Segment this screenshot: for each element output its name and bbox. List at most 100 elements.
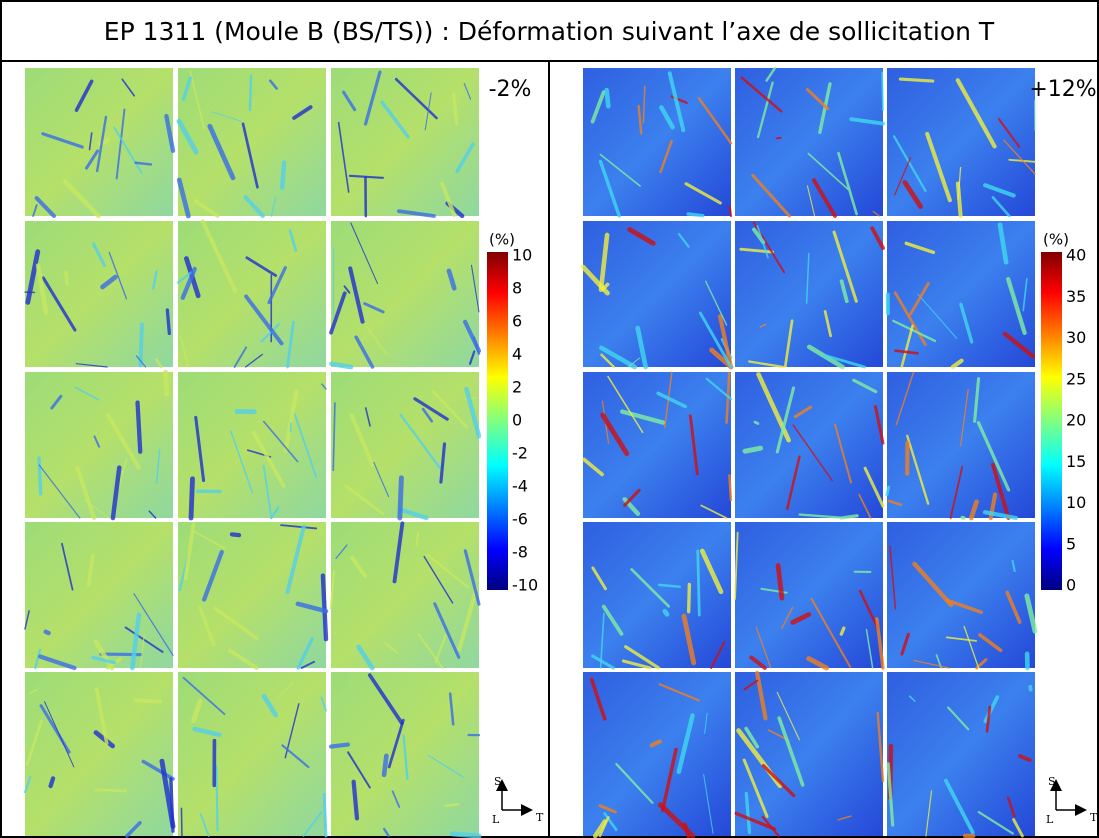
strain-streak xyxy=(415,530,420,546)
strain-streak xyxy=(623,488,641,507)
strain-streak xyxy=(364,407,371,427)
strain-streak xyxy=(705,280,728,326)
strain-streak xyxy=(448,692,455,726)
strain-streak xyxy=(356,644,375,671)
strain-streak xyxy=(24,610,30,630)
strain-streak xyxy=(335,544,348,559)
strain-streak xyxy=(373,461,390,498)
strain-streak xyxy=(600,412,630,456)
strain-streak xyxy=(1006,796,1016,818)
strain-streak xyxy=(662,608,670,617)
strain-streak xyxy=(95,115,108,173)
colorbar xyxy=(1041,252,1062,590)
strain-streak xyxy=(417,632,444,669)
strain-streak xyxy=(775,563,785,601)
strain-streak xyxy=(734,531,739,600)
strain-streak xyxy=(839,279,849,304)
strain-streak xyxy=(852,378,878,394)
strain-streak xyxy=(839,514,859,520)
strain-streak xyxy=(900,324,914,369)
strain-streak xyxy=(805,252,810,304)
strain-streak xyxy=(387,718,405,769)
strain-map-tile xyxy=(178,221,326,367)
strain-streak xyxy=(181,76,192,102)
strain-streak xyxy=(61,542,74,591)
strain-streak xyxy=(199,813,210,837)
strain-streak xyxy=(759,323,767,328)
strain-streak xyxy=(659,139,673,174)
strain-streak xyxy=(39,704,71,754)
strain-streak xyxy=(700,504,728,519)
strain-streak xyxy=(898,77,935,83)
strain-streak xyxy=(321,383,327,390)
strain-streak xyxy=(193,199,220,218)
strain-streak xyxy=(245,256,278,277)
strain-streak xyxy=(38,654,77,671)
axis-label: S xyxy=(494,775,502,788)
strain-streak xyxy=(141,759,175,781)
strain-streak xyxy=(159,758,176,829)
strain-streak xyxy=(657,802,696,838)
strain-streak xyxy=(968,499,979,521)
strain-streak xyxy=(983,183,1016,198)
strain-streak xyxy=(91,242,107,268)
strain-streak xyxy=(354,335,375,369)
strain-streak xyxy=(839,626,846,636)
strain-streak xyxy=(806,185,816,217)
colorbar-tick-label: -10 xyxy=(512,576,538,595)
strain-streak xyxy=(433,602,461,659)
strain-streak xyxy=(949,465,964,519)
strain-streak xyxy=(129,612,142,671)
colorbar-tick-label: 0 xyxy=(512,411,522,430)
strain-streak xyxy=(749,655,767,670)
strain-streak xyxy=(873,405,885,445)
strain-streak xyxy=(260,323,281,343)
strain-streak xyxy=(963,625,980,669)
strain-streak xyxy=(329,291,347,335)
strain-streak xyxy=(288,229,298,253)
strain-streak xyxy=(681,613,697,666)
strain-streak xyxy=(88,132,93,151)
strain-streak xyxy=(870,226,885,251)
strain-streak xyxy=(710,641,726,670)
strain-streak xyxy=(397,475,404,521)
strain-streak xyxy=(657,583,682,588)
strain-map-tile xyxy=(887,522,1035,668)
strain-streak xyxy=(86,553,95,588)
title: EP 1311 (Moule B (BS/TS)) : Déformation … xyxy=(104,17,995,46)
strain-streak xyxy=(947,706,970,731)
strain-streak xyxy=(262,464,273,519)
strain-streak xyxy=(348,266,365,324)
strain-streak xyxy=(320,696,327,712)
strain-streak xyxy=(293,411,318,478)
strain-streak xyxy=(74,79,94,113)
strain-streak xyxy=(991,462,1011,520)
strain-streak xyxy=(296,637,314,670)
strain-streak xyxy=(295,601,329,614)
strain-streak xyxy=(783,319,794,368)
strain-streak xyxy=(798,513,841,519)
strain-map-tile xyxy=(735,672,883,836)
strain-streak xyxy=(755,670,768,721)
strain-streak xyxy=(248,74,253,112)
strain-streak xyxy=(1024,593,1038,634)
colorbar-tick-label: 40 xyxy=(1066,246,1086,265)
axis-label: L xyxy=(492,813,500,826)
colorbar-tick-label: 15 xyxy=(1066,452,1086,471)
strain-streak xyxy=(180,807,183,837)
strain-map-tile xyxy=(331,221,479,367)
strain-streak xyxy=(427,754,464,778)
strain-streak xyxy=(165,308,171,336)
strain-streak xyxy=(627,357,641,368)
strain-streak xyxy=(887,499,903,507)
strain-streak xyxy=(384,642,399,654)
strain-streak xyxy=(391,790,401,808)
strain-streak xyxy=(624,645,661,670)
strain-streak xyxy=(381,753,389,778)
strain-streak xyxy=(793,405,813,419)
strain-streak xyxy=(434,634,447,664)
strain-streak xyxy=(728,474,733,502)
strain-map-tile xyxy=(331,372,479,518)
strain-streak xyxy=(106,413,141,470)
strain-streak xyxy=(756,225,769,259)
